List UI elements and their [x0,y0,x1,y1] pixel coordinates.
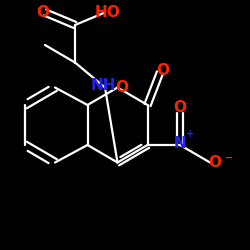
Text: O: O [174,100,186,115]
Text: O: O [115,80,128,95]
Text: NH: NH [91,78,116,92]
Text: O: O [156,62,169,78]
Text: N: N [174,136,186,151]
Text: HO: HO [94,5,120,20]
Text: O: O [36,5,49,20]
Text: −: − [225,152,233,162]
Text: +: + [186,129,194,139]
Text: O: O [208,155,222,170]
